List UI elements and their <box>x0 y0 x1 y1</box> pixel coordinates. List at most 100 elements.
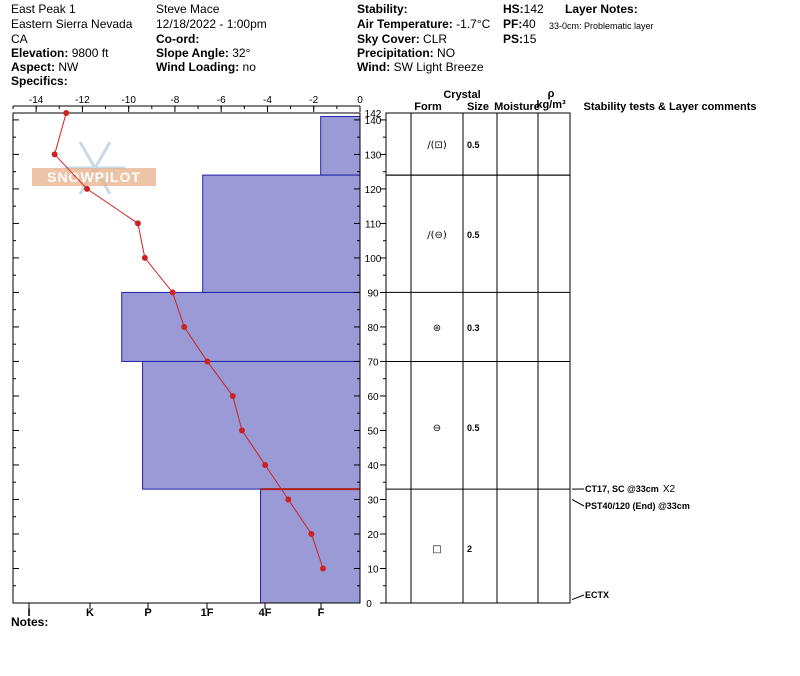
slope-value: 32° <box>232 46 251 60</box>
plot-border <box>12 112 361 604</box>
temp-point <box>285 496 292 503</box>
location: East Peak 1 <box>11 2 76 16</box>
temp-point <box>169 289 176 296</box>
wind-value: SW Light Breeze <box>393 60 484 74</box>
hardness-label: 4F <box>259 607 272 619</box>
temp-tick-label: -14 <box>29 95 44 106</box>
ps-label: PS: <box>503 32 524 46</box>
coord-row: Co-ord: <box>156 32 199 47</box>
hs-value: 142 <box>523 2 544 16</box>
temp-tick-label: 0 <box>357 95 363 106</box>
height-tick-label: 50 <box>367 426 379 437</box>
sky-row: Sky Cover: CLR <box>357 32 447 47</box>
height-zero-label: 0 <box>366 599 372 610</box>
form-header: Form <box>414 101 442 113</box>
test-label: ECTX <box>585 590 609 600</box>
wind-row: Wind: SW Light Breeze <box>357 60 484 75</box>
hardness-bar <box>202 174 361 293</box>
layer-form: ⊛ <box>433 323 441 334</box>
height-tick-label: 10 <box>367 564 379 575</box>
temp-tick-label: -8 <box>170 95 179 106</box>
temp-point <box>63 110 70 116</box>
temp-point <box>239 427 246 434</box>
elevation-value: 9800 ft <box>71 46 109 60</box>
test-label: PST40/120 (End) @33cm <box>585 501 690 511</box>
ps-value: 15 <box>523 32 537 46</box>
watermark-text: SNOWPILOT <box>47 169 141 185</box>
temp-point <box>84 185 91 192</box>
hardness-label: F <box>318 607 325 619</box>
layer-size: 0.5 <box>467 230 480 240</box>
temp-tick-label: -6 <box>217 95 226 106</box>
hardness-bar <box>142 360 361 490</box>
temp-point <box>262 461 269 468</box>
aspect-value: NW <box>58 60 79 74</box>
snowflake-arm <box>93 141 112 169</box>
pf-label: PF: <box>503 17 523 31</box>
height-tick-label: 120 <box>365 185 382 196</box>
specifics-label: Specifics: <box>11 74 68 88</box>
temp-point <box>308 530 315 537</box>
layer-size: 2 <box>467 544 472 554</box>
stability-header: Stability tests & Layer comments <box>583 101 756 113</box>
watermark: SNOWPILOT <box>32 141 156 195</box>
temp-tick-label: -2 <box>309 95 318 106</box>
coord-label: Co-ord: <box>156 32 200 46</box>
slope-label: Slope Angle: <box>156 46 229 60</box>
temp-point <box>181 323 188 330</box>
temp-point <box>141 254 148 261</box>
slope-row: Slope Angle: 32° <box>156 46 250 61</box>
air-temp-row: Air Temperature: -1.7°C <box>357 17 490 32</box>
height-tick-label: 70 <box>367 357 379 368</box>
layer-note: 33-0cm: Problematic layer <box>549 21 654 31</box>
temp-point <box>134 220 141 227</box>
temperature-profile <box>51 110 326 572</box>
hardness-bar <box>121 291 361 362</box>
layer-size: 0.5 <box>467 140 480 150</box>
layer-form: /(⊡) <box>427 140 447 151</box>
datetime: 12/18/2022 - 1:00pm <box>156 17 267 31</box>
pf-value: 40 <box>522 17 536 31</box>
temp-line <box>54 112 324 569</box>
hardness-profile <box>121 115 361 604</box>
height-tick-label: 40 <box>367 461 379 472</box>
air-temp-label: Air Temperature: <box>357 17 453 31</box>
wind-loading-row: Wind Loading: no <box>156 60 256 75</box>
wind-loading-label: Wind Loading: <box>156 60 240 74</box>
notes-label: Notes: <box>11 615 49 629</box>
hardness-label: K <box>86 607 94 619</box>
temp-point <box>51 151 58 158</box>
layer-notes-label: Layer Notes: <box>565 2 638 17</box>
precip-value: NO <box>437 46 456 60</box>
test-pointer <box>571 594 585 601</box>
notes-row: Notes: <box>11 615 48 630</box>
layer-form: /(⊖) <box>427 230 447 241</box>
layer-form: ⊖ <box>433 423 441 434</box>
height-tick-label: 20 <box>367 530 379 541</box>
density-header: kg/m³ <box>536 99 566 111</box>
elevation-label: Elevation: <box>11 46 69 60</box>
layer-size: 0.3 <box>467 323 480 333</box>
temp-tick-label: -10 <box>121 95 136 106</box>
sky-label: Sky Cover: <box>357 32 420 46</box>
rho-header: ρ <box>548 88 555 100</box>
stability-row: Stability: <box>357 2 408 17</box>
height-tick-label: 130 <box>365 150 382 161</box>
elevation-row: Elevation: 9800 ft <box>11 46 108 61</box>
temp-point <box>204 358 211 365</box>
height-tick-label: 60 <box>367 392 379 403</box>
stability-label: Stability: <box>357 2 408 16</box>
hardness-label: I <box>27 607 30 619</box>
hs-label: HS: <box>503 2 524 16</box>
layer-form: □ <box>432 544 441 555</box>
layer-notes-title: Layer Notes: <box>565 2 638 16</box>
test-pointer <box>571 499 585 507</box>
crystal-header: Crystal <box>443 89 480 101</box>
region: Eastern Sierra Nevada <box>11 17 133 31</box>
pf-row: PF:40 <box>503 17 536 32</box>
size-header: Size <box>467 101 489 113</box>
test-suffix: X2 <box>663 484 676 495</box>
height-tick-label: 110 <box>365 219 381 230</box>
temp-point <box>229 392 236 399</box>
